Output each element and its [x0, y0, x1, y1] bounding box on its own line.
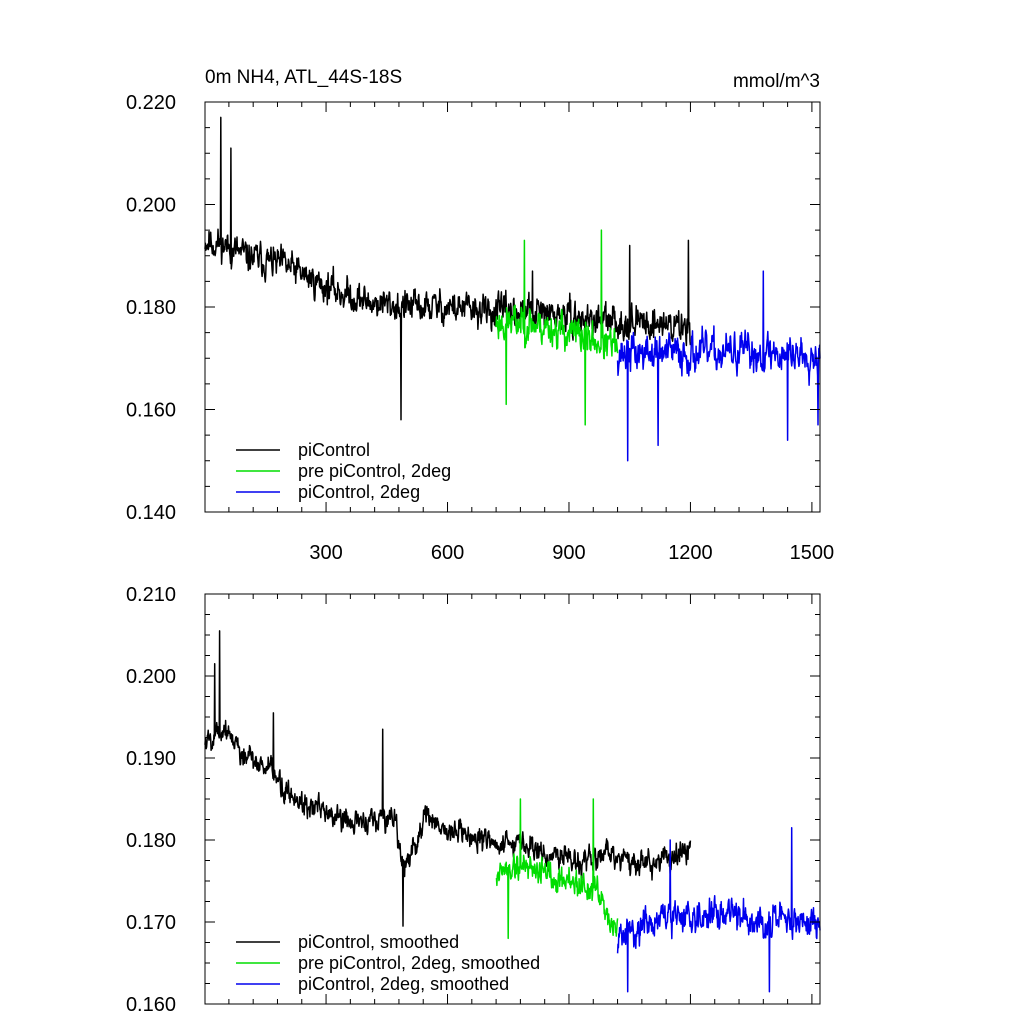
legend-label: pre piControl, 2deg, smoothed [298, 953, 540, 973]
x-tick-label: 1200 [668, 542, 713, 564]
y-tick-label: 0.180 [126, 830, 176, 852]
series-line-1-2 [616, 826, 821, 993]
legend-label: piControl, 2deg [298, 482, 420, 502]
series-line-0-0 [204, 116, 692, 421]
y-tick-label: 0.160 [126, 400, 176, 422]
top-plot-area: 300 600 900 1200 1500 0.140 0.160 0.180 0.200 0.2… [126, 92, 834, 564]
top-panel-title: 0m NH4, ATL_44S-18S [205, 67, 402, 88]
series-line-0-2 [616, 270, 821, 462]
bottom-panel: 0.160 0.170 0.180 0.190 0.200 0.210 piControl… [126, 584, 821, 1016]
legend-label: pre piControl, 2deg [298, 461, 451, 481]
y-tick-label: 0.190 [126, 748, 176, 770]
series-line-1-1 [495, 798, 619, 940]
bottom-plot-area: 0.160 0.170 0.180 0.190 0.200 0.210 [126, 584, 821, 1016]
series-line-0-1 [495, 229, 619, 426]
top-panel-units: mmol/m^3 [733, 71, 820, 92]
legend-label: piControl [298, 440, 370, 460]
legend-label: piControl, smoothed [298, 932, 459, 952]
y-tick-label: 0.140 [126, 502, 176, 524]
y-tick-label: 0.160 [126, 994, 176, 1016]
series-line-1-0 [204, 630, 692, 927]
y-tick-label: 0.200 [126, 666, 176, 688]
y-tick-label: 0.210 [126, 584, 176, 606]
legend-label: piControl, 2deg, smoothed [298, 974, 509, 994]
y-tick-label: 0.170 [126, 912, 176, 934]
x-tick-label: 900 [552, 542, 585, 564]
y-tick-label: 0.220 [126, 92, 176, 114]
y-tick-label: 0.200 [126, 195, 176, 217]
x-tick-label: 300 [309, 542, 342, 564]
x-tick-label: 1500 [790, 542, 835, 564]
x-tick-label: 600 [431, 542, 464, 564]
y-tick-label: 0.180 [126, 297, 176, 319]
top-panel: 0m NH4, ATL_44S-18S mmol/m^3 300 600 900 12… [126, 67, 834, 564]
